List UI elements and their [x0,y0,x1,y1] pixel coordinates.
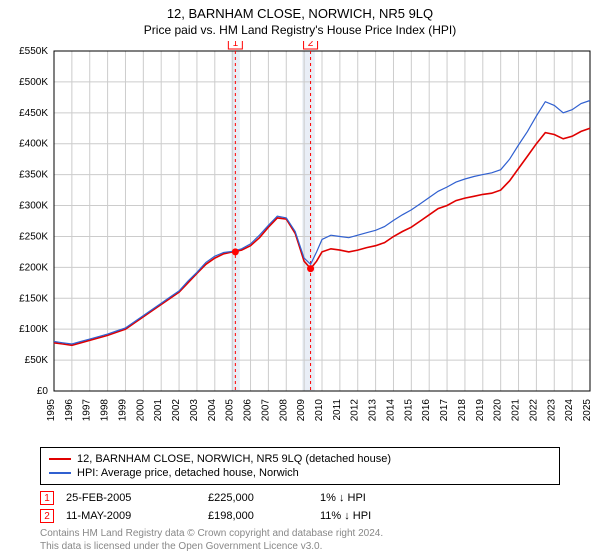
page-subtitle: Price paid vs. HM Land Registry's House … [0,21,600,41]
svg-text:2014: 2014 [385,399,396,422]
chart-svg: £0 £50K £100K £150K £200K £250K £300K £350K £400… [0,41,600,441]
svg-text:2010: 2010 [314,399,325,422]
svg-text:2016: 2016 [421,399,432,422]
svg-text:£350K: £350K [19,170,48,181]
svg-text:£150K: £150K [19,293,48,304]
svg-text:£300K: £300K [19,201,48,212]
svg-text:2013: 2013 [368,399,379,422]
svg-text:2011: 2011 [332,399,343,421]
sale-delta: 1% ↓ HPI [320,492,440,504]
footnote: Contains HM Land Registry data © Crown c… [40,527,560,553]
svg-text:£500K: £500K [19,77,48,88]
svg-text:2009: 2009 [296,399,307,422]
svg-text:2000: 2000 [135,399,146,422]
svg-text:£0: £0 [37,386,49,397]
svg-text:2006: 2006 [243,399,254,422]
svg-text:2019: 2019 [475,399,486,422]
legend-swatch [49,458,71,460]
footnote-line: Contains HM Land Registry data © Crown c… [40,527,560,540]
legend-label: 12, BARNHAM CLOSE, NORWICH, NR5 9LQ (det… [77,453,391,465]
svg-text:2025: 2025 [582,399,593,422]
svg-text:1996: 1996 [64,399,75,422]
svg-text:2023: 2023 [546,399,557,422]
legend-item: HPI: Average price, detached house, Norw… [49,466,551,480]
svg-text:£400K: £400K [19,139,48,150]
svg-text:2024: 2024 [564,399,575,422]
svg-text:£200K: £200K [19,262,48,273]
legend-item: 12, BARNHAM CLOSE, NORWICH, NR5 9LQ (det… [49,452,551,466]
legend-label: HPI: Average price, detached house, Norw… [77,467,299,479]
svg-text:£100K: £100K [19,324,48,335]
svg-text:2017: 2017 [439,399,450,422]
sales-table: 1 25-FEB-2005 £225,000 1% ↓ HPI 2 11-MAY-2009… [40,489,560,525]
svg-text:2021: 2021 [511,399,522,422]
svg-text:2015: 2015 [403,399,414,422]
svg-text:2012: 2012 [350,399,361,422]
svg-text:2007: 2007 [260,399,271,422]
svg-text:2008: 2008 [278,399,289,422]
sale-row: 2 11-MAY-2009 £198,000 11% ↓ HPI [40,507,560,525]
svg-text:2004: 2004 [207,399,218,422]
sale-date: 11-MAY-2009 [66,510,196,522]
svg-text:£550K: £550K [19,46,48,57]
svg-text:£450K: £450K [19,108,48,119]
svg-text:2002: 2002 [171,399,182,422]
page-title: 12, BARNHAM CLOSE, NORWICH, NR5 9LQ [0,0,600,21]
svg-text:2022: 2022 [528,399,539,422]
price-chart: £0 £50K £100K £150K £200K £250K £300K £350K £400… [0,41,600,441]
svg-text:2: 2 [308,41,314,49]
legend-swatch [49,472,71,474]
sale-marker: 1 [40,491,54,505]
sale-row: 1 25-FEB-2005 £225,000 1% ↓ HPI [40,489,560,507]
footnote-line: This data is licensed under the Open Gov… [40,540,560,553]
sale-price: £198,000 [208,510,308,522]
svg-text:1999: 1999 [117,399,128,422]
svg-text:1997: 1997 [82,399,93,422]
sale-delta: 11% ↓ HPI [320,510,440,522]
svg-text:1: 1 [233,41,239,49]
svg-text:2005: 2005 [225,399,236,422]
svg-text:1998: 1998 [100,399,111,422]
svg-text:2020: 2020 [493,399,504,422]
sale-date: 25-FEB-2005 [66,492,196,504]
svg-text:2003: 2003 [189,399,200,422]
svg-text:1995: 1995 [46,399,57,422]
legend: 12, BARNHAM CLOSE, NORWICH, NR5 9LQ (det… [40,447,560,485]
sale-marker: 2 [40,509,54,523]
svg-text:£250K: £250K [19,231,48,242]
svg-text:2018: 2018 [457,399,468,422]
report-container: 12, BARNHAM CLOSE, NORWICH, NR5 9LQ Pric… [0,0,600,560]
svg-text:£50K: £50K [25,355,49,366]
svg-text:2001: 2001 [153,399,164,422]
sale-price: £225,000 [208,492,308,504]
